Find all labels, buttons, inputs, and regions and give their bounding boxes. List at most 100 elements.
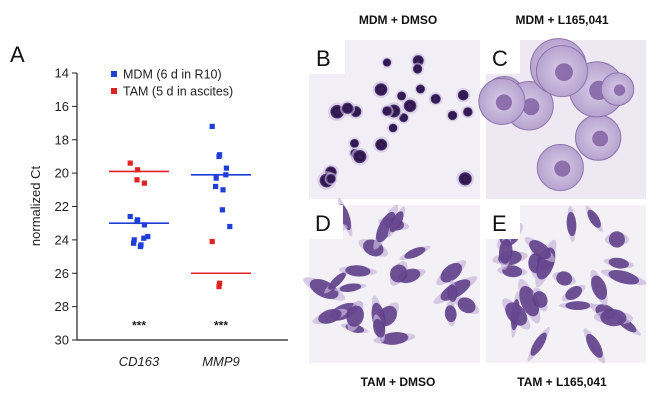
cell-body [328, 272, 346, 290]
micrograph-e: E [486, 205, 647, 364]
cell-body [440, 262, 463, 283]
label-box-d [309, 205, 343, 239]
y-tick-label: 16 [55, 99, 69, 114]
cell-body [498, 238, 513, 264]
cell-body [339, 283, 362, 293]
cell-body [532, 291, 548, 308]
data-point [137, 243, 143, 250]
data-marks: *** *** [109, 123, 251, 333]
cell-body [458, 172, 472, 186]
image-title-d: TAM + DMSO [361, 375, 436, 389]
cell-body [346, 305, 364, 327]
significance-label: *** [132, 319, 146, 333]
cell-body [457, 297, 476, 314]
data-point [219, 207, 225, 213]
cell-body [591, 275, 608, 300]
legend-entry: TAM (5 d in ascites) [123, 85, 233, 99]
label-box-b [309, 40, 345, 74]
scatter-chart: A normalized Ct 14 16 18 20 22 24 26 28 30 CD163 M… [10, 42, 288, 369]
cell-nucleus [613, 84, 626, 96]
cell-body [566, 211, 577, 237]
x-category-label: MMP9 [202, 354, 240, 369]
cell-body [373, 318, 386, 338]
data-point [131, 237, 137, 243]
data-point [141, 235, 147, 241]
cells-e [492, 205, 647, 364]
cell-body [529, 240, 551, 260]
cell-body [444, 305, 457, 323]
cell-body [430, 93, 441, 104]
cell-body [388, 123, 398, 133]
cell-body [447, 284, 458, 302]
cell-body [415, 84, 425, 94]
cell-body [375, 138, 388, 151]
cell-body [412, 64, 423, 74]
cell-body [556, 271, 573, 286]
data-point [213, 175, 219, 181]
cell-nucleus [592, 130, 609, 147]
panel-label-d: D [315, 211, 331, 236]
y-tick-label: 14 [55, 66, 69, 81]
cell-body [326, 174, 336, 184]
y-tick-label: 28 [55, 299, 69, 314]
cell-body [530, 332, 547, 356]
image-title-b: MDM + DMSO [359, 13, 437, 27]
cell-body [382, 58, 392, 67]
panel-label-e: E [492, 211, 507, 236]
data-point [145, 233, 151, 240]
cell-body [502, 265, 523, 278]
cell-body [350, 138, 359, 148]
label-box-c [486, 40, 520, 74]
cell-body [565, 286, 583, 300]
y-tick-label: 30 [55, 333, 69, 348]
cell-body [586, 333, 603, 358]
data-point [141, 180, 147, 186]
legend: MDM (6 d in R10) TAM (5 d in ascites) [111, 68, 233, 99]
y-tick-label: 18 [55, 132, 69, 147]
cell-body [447, 110, 458, 121]
data-point [209, 123, 215, 129]
data-point [227, 223, 233, 230]
y-tick-label: 24 [55, 232, 69, 247]
cell-body [505, 302, 528, 326]
legend-entry: MDM (6 d in R10) [123, 68, 222, 82]
y-axis-title: normalized Ct [28, 166, 43, 247]
micrograph-b: B [309, 40, 480, 199]
cell-body [345, 265, 371, 277]
data-point [216, 284, 222, 290]
cell-body [376, 211, 396, 243]
data-point [220, 187, 226, 193]
cell-body [318, 308, 342, 324]
micrograph-d: D [303, 197, 480, 363]
cell-body [608, 270, 640, 285]
cell-body [600, 309, 627, 327]
cell-body [404, 247, 426, 259]
cell-body [374, 83, 388, 96]
data-point [134, 177, 140, 183]
cell-body [389, 211, 404, 233]
cells-c [478, 38, 635, 192]
cell-body [341, 102, 354, 114]
micrograph-grid: MDM + DMSO MDM + L165,041 TAM + DMSO TAM… [303, 13, 647, 389]
panel-label-a: A [10, 42, 25, 67]
cell-body [403, 99, 417, 113]
data-point [213, 183, 219, 190]
cell-nucleus [495, 94, 512, 111]
x-category-label: CD163 [119, 354, 160, 369]
cell-body [457, 89, 469, 101]
y-tick-label: 26 [55, 266, 69, 281]
y-tick-label: 20 [55, 166, 69, 181]
cells-b [317, 53, 475, 190]
cell-body [587, 209, 601, 228]
data-point [134, 218, 140, 225]
data-point [216, 153, 222, 160]
axes: 14 16 18 20 22 24 26 28 30 CD163 MMP9 [55, 66, 288, 369]
data-point [127, 213, 133, 220]
data-point [223, 165, 229, 171]
cell-body [463, 107, 473, 117]
y-tick-label: 22 [55, 199, 69, 214]
cell-body [565, 301, 591, 311]
image-title-c: MDM + L165,041 [515, 13, 608, 27]
label-box-e [486, 205, 520, 239]
